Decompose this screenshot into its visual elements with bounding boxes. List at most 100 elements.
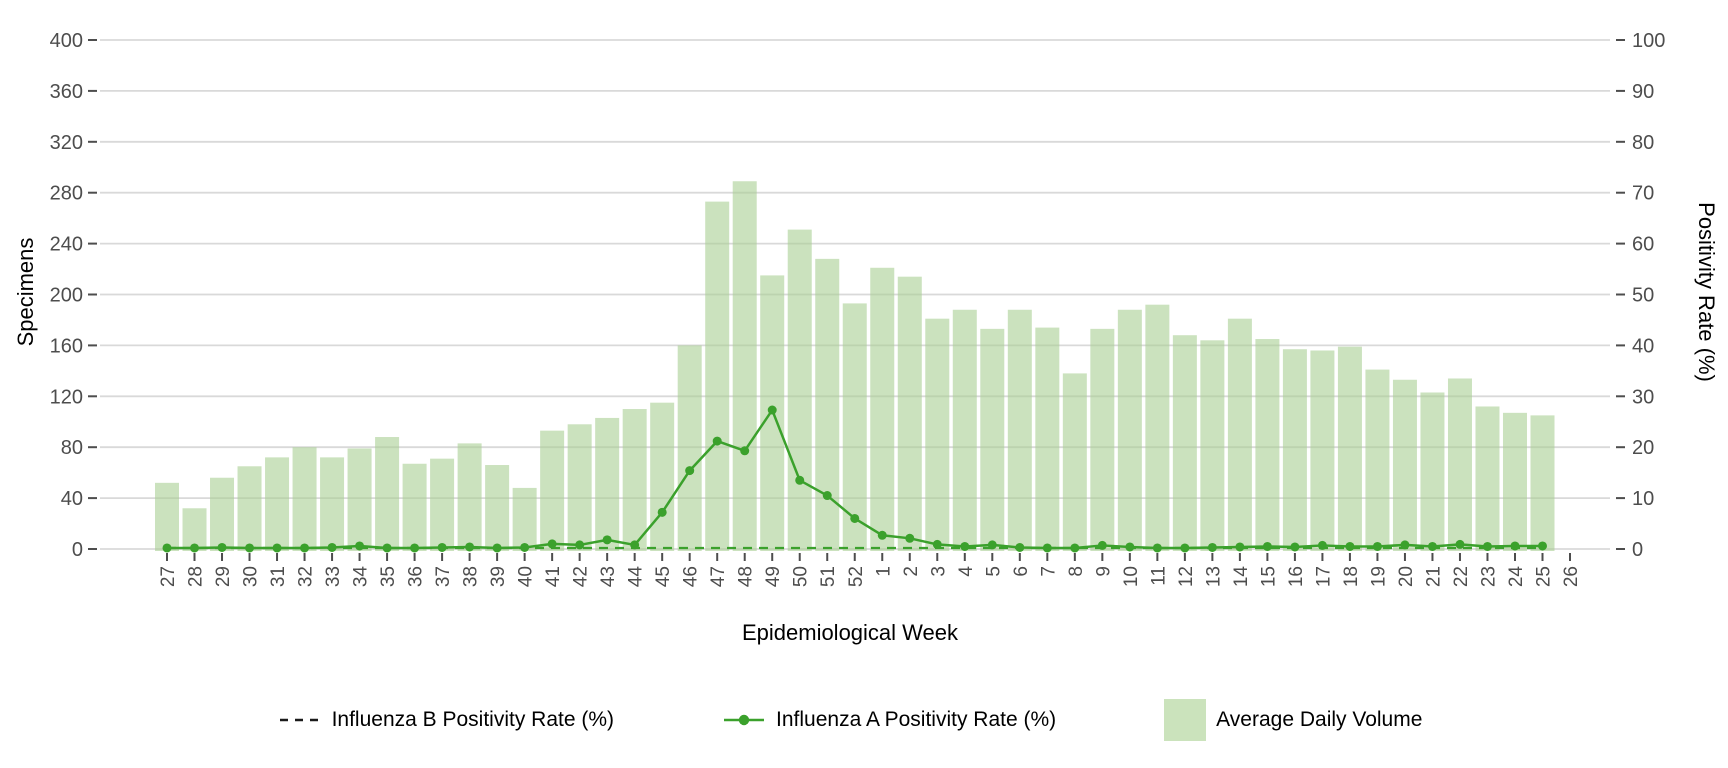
x-axis-tick-label: 7: [1038, 566, 1059, 577]
left-axis-tick-label: 240: [50, 234, 83, 256]
x-axis-tick-label: 4: [956, 566, 977, 577]
x-axis-title: Epidemiological Week: [741, 620, 959, 645]
left-axis-title: Specimens: [13, 237, 38, 347]
influenza-a-point: [987, 540, 997, 550]
volume-bar: [842, 303, 867, 551]
volume-bar: [1447, 378, 1472, 551]
x-axis-tick-label: 42: [571, 566, 592, 587]
x-axis-tick-label: 28: [186, 566, 207, 587]
influenza-a-point: [740, 446, 750, 456]
x-axis-tick-label: 33: [323, 566, 344, 587]
influenza-a-point: [630, 540, 640, 550]
volume-bar: [292, 447, 317, 551]
volume-bar: [210, 477, 235, 551]
influenza-a-point: [905, 533, 915, 543]
influenza-a-point: [437, 542, 447, 552]
left-axis-tick-label: 40: [61, 488, 83, 510]
influenza-a-point: [547, 539, 557, 549]
volume-bar: [897, 276, 922, 551]
volume-bar: [980, 328, 1005, 551]
influenza-a-point: [1042, 543, 1052, 553]
volume-bar: [952, 309, 977, 551]
x-axis-tick-label: 3: [928, 566, 949, 577]
x-axis-tick-label: 38: [461, 566, 482, 587]
volume-bar: [705, 201, 730, 552]
x-axis-tick-label: 18: [1341, 566, 1362, 587]
volume-bar: [1035, 327, 1060, 551]
x-axis-tick-label: 30: [241, 566, 262, 587]
volume-bar: [457, 443, 482, 551]
influenza-a-point: [1180, 543, 1190, 553]
volume-bar: [870, 267, 895, 551]
influenza-a-point: [712, 436, 722, 446]
influenza-a-point: [1538, 541, 1547, 551]
volume-bar: [1282, 349, 1307, 551]
chart-legend: Influenza B Positivity Rate (%) Influenz…: [90, 696, 1610, 744]
x-axis-tick-label: 50: [791, 566, 812, 587]
volume-bar: [1392, 379, 1417, 551]
x-axis-tick-label: 46: [681, 566, 702, 587]
volume-bar: [1062, 373, 1087, 551]
x-axis-tick-label: 14: [1231, 566, 1252, 588]
legend-item-influenza-b: Influenza B Positivity Rate (%): [278, 708, 614, 732]
influenza-a-point: [1455, 539, 1465, 549]
volume-bar: [430, 458, 455, 551]
left-axis-tick-label: 0: [72, 539, 83, 561]
right-axis-tick-label: 20: [1632, 437, 1654, 459]
volume-bar: [485, 465, 510, 551]
x-axis-tick-label: 22: [1451, 566, 1472, 587]
x-axis-tick-label: 52: [846, 566, 867, 587]
volume-bar: [1475, 406, 1500, 551]
right-axis-tick-label: 100: [1632, 30, 1665, 52]
right-axis-title: Positivity Rate (%): [1694, 202, 1719, 382]
x-axis-tick-label: 12: [1176, 566, 1197, 587]
influenza-a-point: [162, 543, 172, 553]
volume-bar: [155, 482, 179, 551]
x-axis-tick-label: 8: [1066, 566, 1087, 577]
x-axis-tick-label: 44: [626, 566, 647, 588]
volume-bar: [1117, 309, 1142, 551]
legend-item-volume: Average Daily Volume: [1164, 699, 1422, 741]
right-axis-tick-label: 80: [1632, 132, 1654, 154]
volume-bar: [347, 448, 372, 551]
influenza-a-point: [1070, 543, 1080, 553]
left-axis-tick-label: 80: [61, 437, 83, 459]
x-axis-tick-label: 43: [598, 566, 619, 587]
influenza-a-point: [300, 543, 310, 553]
x-axis-tick-label: 29: [213, 566, 234, 587]
x-axis-tick-label: 5: [983, 566, 1004, 577]
volume-bar: [1310, 350, 1335, 551]
influenza-a-point: [217, 542, 227, 552]
volume-bar: [320, 457, 345, 551]
volume-bar: [567, 424, 592, 551]
influenza-a-point: [932, 539, 942, 549]
x-axis-tick-label: 36: [406, 566, 427, 587]
influenza-a-point: [1125, 542, 1135, 552]
x-axis-tick-label: 31: [268, 566, 289, 587]
influenza-a-point: [1207, 542, 1217, 552]
x-axis-tick-label: 23: [1478, 566, 1499, 587]
volume-bar: [1200, 340, 1225, 551]
influenza-a-point: [1482, 541, 1492, 551]
influenza-a-point: [1015, 542, 1025, 552]
x-axis-tick-label: 16: [1286, 566, 1307, 587]
influenza-a-point: [1097, 540, 1107, 550]
influenza-a-point: [795, 475, 805, 485]
influenza-a-point: [1152, 543, 1162, 553]
x-axis-tick-label: 10: [1121, 566, 1142, 587]
volume-bar: [650, 402, 675, 551]
volume-bar: [925, 318, 950, 551]
right-axis-tick-label: 50: [1632, 285, 1654, 307]
x-axis-tick-label: 19: [1368, 566, 1389, 587]
x-axis-tick-label: 24: [1506, 566, 1527, 588]
x-axis-tick-label: 27: [158, 566, 179, 587]
influenza-a-point: [877, 530, 887, 540]
volume-bar: [595, 417, 620, 551]
influenza-a-point: [1262, 541, 1272, 551]
left-axis-tick-label: 120: [50, 386, 83, 408]
influenza-a-point: [245, 543, 255, 553]
volume-bar: [375, 437, 400, 551]
right-axis-tick-label: 70: [1632, 183, 1654, 205]
x-axis-tick-label: 45: [653, 566, 674, 587]
